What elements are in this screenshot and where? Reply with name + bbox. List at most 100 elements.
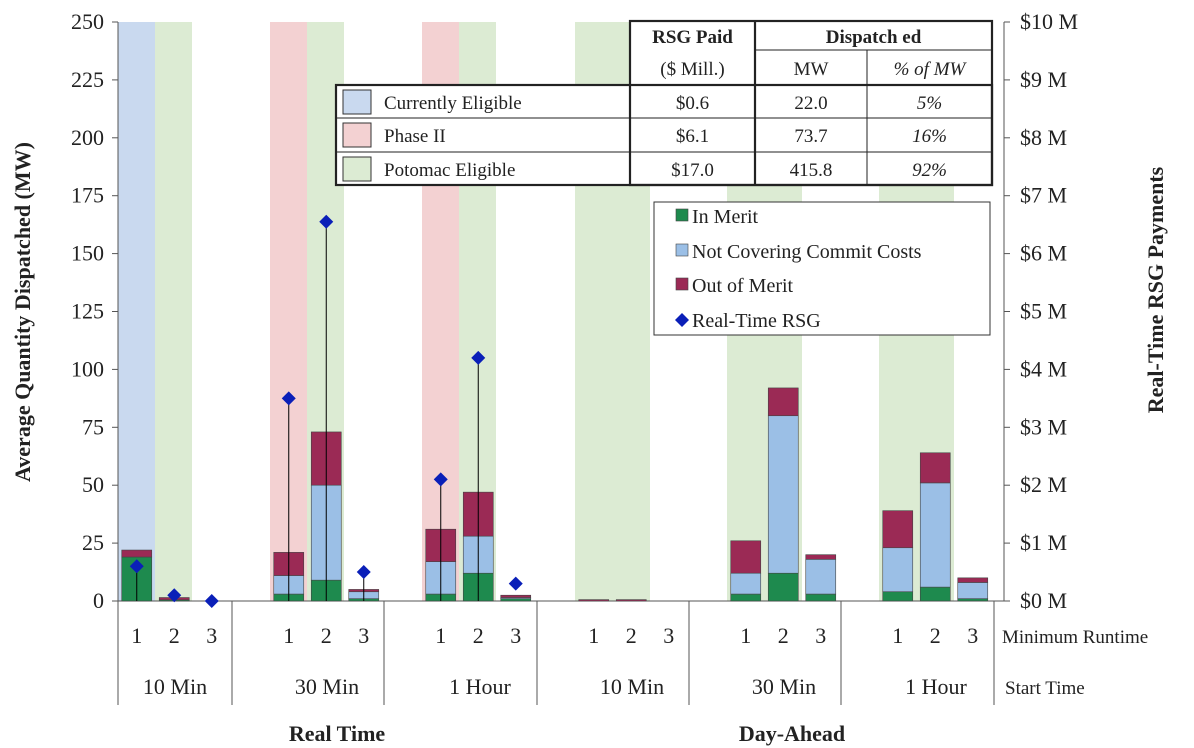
eligibility-swatch [342,89,372,115]
legend-entry: Out of Merit [692,275,794,297]
eligibility-name: Currently Eligible [384,93,522,114]
bar-segment-2 [578,599,610,602]
legend-entry: Not Covering Commit Costs [692,241,922,263]
y-tick-label: 25 [82,530,104,555]
bar-segment-1 [882,547,914,593]
bar-segment-1 [805,559,837,595]
rsg-point [204,594,219,608]
y-tick-label: 0 [93,588,104,613]
bar-segment-0 [767,572,799,602]
runtime-label: 1 [892,623,903,648]
y2-tick-label: $10 M [1020,9,1078,34]
eligibility-table: RSG Paid ($ Mill.) Dispatch ed MW % of MW Cur… [334,19,994,187]
bar-segment-2 [500,594,532,598]
bar-segment-2 [919,452,951,484]
y2-tick-label: $0 M [1020,588,1067,613]
runtime-label: 1 [131,623,142,648]
legend: In Merit Not Covering Commit Costs Out of … [653,201,991,336]
rsg-markers [129,214,523,608]
table-header-unit: ($ Mill.) [660,59,724,80]
y-tick-label: 150 [71,241,104,266]
y-axis-title: Average Quantity Dispatched (MW) [10,142,35,482]
runtime-label: 1 [740,623,751,648]
y2-tick-label: $2 M [1020,472,1067,497]
table-header-mw: MW [794,59,829,80]
eligibility-pct: 16% [912,126,947,147]
bar-segment-2 [615,599,647,602]
runtime-label: 2 [169,623,180,648]
eligibility-name: Phase II [384,126,446,147]
y2-tick-label: $8 M [1020,125,1067,150]
rsg-point [281,391,296,406]
eligibility-pct: 92% [912,160,947,181]
y2-tick-label: $7 M [1020,183,1067,208]
table-header-rsg-paid: RSG Paid [652,27,733,48]
runtime-label: 2 [473,623,484,648]
bars [121,387,989,602]
legend-swatch [675,243,689,257]
start-time-label: 10 Min [600,674,664,699]
legend-swatch [675,313,689,327]
y-tick-label: 225 [71,67,104,92]
rsg-point [356,565,371,580]
eligibility-rsg-paid: $17.0 [671,160,714,181]
legend-swatch [675,208,689,222]
y2-tick-label: $6 M [1020,241,1067,266]
y2-tick-label: $1 M [1020,530,1067,555]
y2-tick-label: $4 M [1020,356,1067,381]
start-time-label: 1 Hour [905,674,967,699]
bar-segment-2 [805,554,837,560]
start-time-label: 10 Min [143,674,207,699]
eligibility-pct: 5% [917,93,942,114]
rsg-point [433,472,448,487]
bar-segment-0 [500,598,532,602]
start-time-label: 1 Hour [449,674,511,699]
y-tick-label: 250 [71,9,104,34]
table-header-bg [630,21,992,85]
runtime-label: 1 [435,623,446,648]
bar-segment-0 [957,598,989,602]
eligibility-swatch [342,122,372,148]
y-tick-label: 125 [71,299,104,324]
min-runtime-label: Minimum Runtime [1002,627,1148,648]
y-tick-label: 50 [82,472,104,497]
runtime-label: 2 [778,623,789,648]
eligibility-swatch [342,156,372,182]
runtime-label: 1 [588,623,599,648]
runtime-label: 2 [321,623,332,648]
eligibility-rsg-paid: $6.1 [676,126,709,147]
start-time-label: 30 Min [295,674,359,699]
market-label: Real Time [289,721,386,746]
y-tick-label: 200 [71,125,104,150]
market-label: Day-Ahead [739,721,845,746]
runtime-label: 3 [967,623,978,648]
table-body-bg [336,85,992,185]
runtime-label: 2 [626,623,637,648]
bar-segment-0 [919,586,951,602]
bar-segment-0 [805,593,837,602]
bar-segment-0 [882,591,914,602]
legend-swatch [675,277,689,291]
table-border [334,83,994,187]
runtime-label: 3 [206,623,217,648]
rsg-point [129,559,144,574]
y2-tick-label: $9 M [1020,67,1067,92]
y2-tick-label: $5 M [1020,299,1067,324]
runtime-label: 2 [930,623,941,648]
shade-band-0 [118,22,155,601]
legend-entry: In Merit [692,206,759,228]
runtime-label: 1 [283,623,294,648]
y-tick-label: 75 [82,414,104,439]
x-categories: 1 2 3 1 2 3 1 2 3 1 2 3 1 2 3 1 2 3 10 Min 30 Min 1 Hour 10 M… [117,601,1148,746]
start-time-row-label: Start Time [1005,678,1085,699]
runtime-label: 3 [358,623,369,648]
rsg-point [319,214,334,229]
rsg-point [471,350,486,365]
table-header-pct: % of MW [894,59,968,80]
runtime-label: 3 [815,623,826,648]
table-header-dispatched: Dispatch ed [826,27,922,48]
bar-segment-2 [882,510,914,549]
legend-entry: Real-Time RSG [692,310,821,332]
y2-axis-title: Real-Time RSG Payments [1143,166,1168,413]
